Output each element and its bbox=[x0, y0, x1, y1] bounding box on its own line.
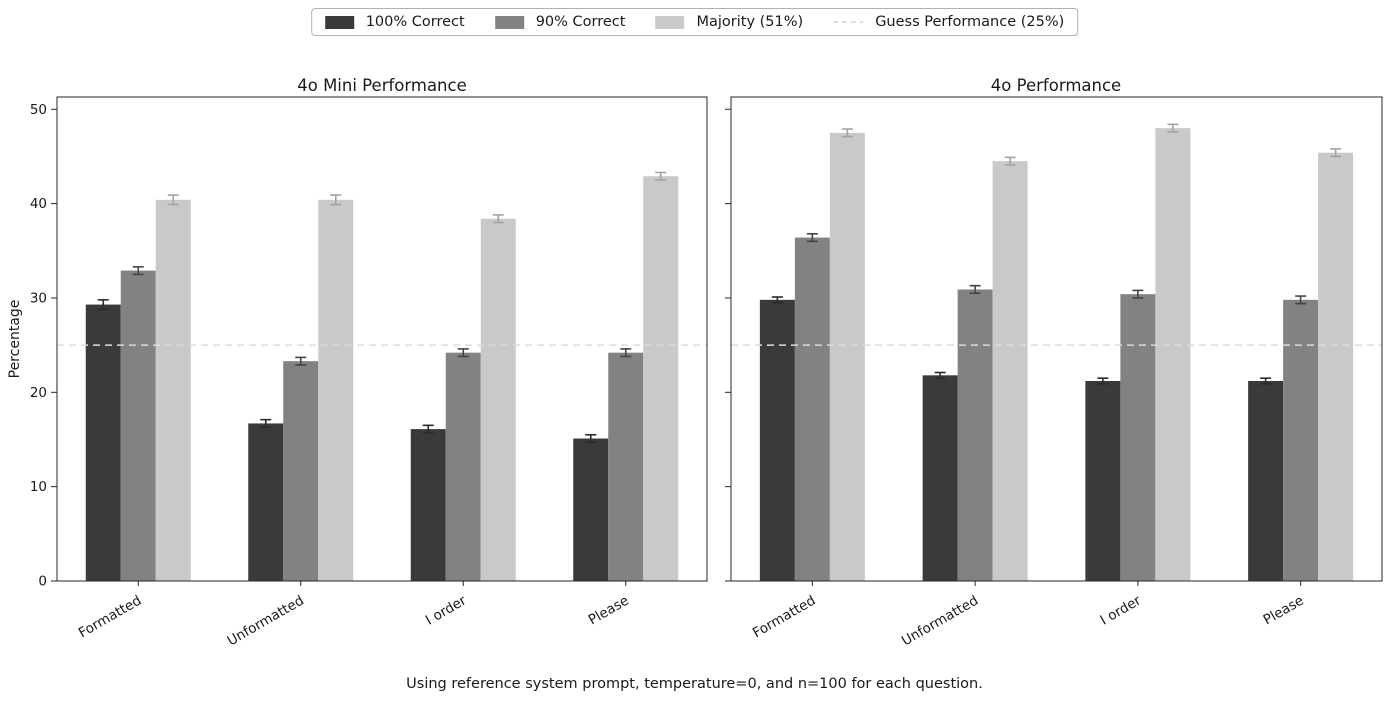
bar bbox=[85, 304, 121, 581]
bar bbox=[480, 218, 516, 582]
bar bbox=[573, 438, 609, 581]
x-tick-label: Please bbox=[1261, 593, 1307, 629]
x-tick-label: Please bbox=[586, 593, 632, 629]
legend-label-guess-performance: Guess Performance (25%) bbox=[875, 14, 1065, 30]
bar bbox=[759, 299, 795, 581]
bar bbox=[829, 132, 865, 581]
legend-swatch-100-correct-icon bbox=[324, 15, 354, 29]
bar bbox=[283, 361, 319, 581]
y-tick-label: 20 bbox=[30, 385, 47, 401]
chart-4o-mini: 4o Mini Performance Percentage Formatted… bbox=[7, 77, 708, 650]
legend-item-90-correct: 90% Correct bbox=[494, 14, 626, 30]
bar bbox=[1283, 299, 1319, 581]
legend-dashed-line-icon bbox=[833, 21, 864, 23]
plot-frame bbox=[56, 96, 708, 582]
x-tick-label: Formatted bbox=[76, 593, 144, 642]
y-tick-label: 10 bbox=[30, 479, 47, 495]
chart-4o: 4o Performance Formatted Unformatted I ord… bbox=[725, 77, 1383, 650]
x-tick-label: Formatted bbox=[750, 593, 818, 642]
bar bbox=[922, 375, 958, 581]
bar bbox=[1248, 380, 1284, 581]
y-axis-label: Percentage bbox=[7, 300, 23, 379]
legend-item-guess-performance: Guess Performance (25%) bbox=[833, 14, 1064, 30]
bar bbox=[318, 199, 354, 581]
bar bbox=[643, 176, 679, 581]
bar bbox=[1120, 294, 1156, 581]
bar bbox=[1318, 152, 1354, 581]
legend-label-100-correct: 100% Correct bbox=[365, 14, 465, 30]
y-tick-label: 40 bbox=[30, 196, 47, 212]
legend-item-majority: Majority (51%) bbox=[655, 14, 803, 30]
legend-swatch-90-correct-icon bbox=[494, 15, 524, 29]
bar bbox=[794, 237, 830, 581]
bar bbox=[120, 270, 156, 581]
bar bbox=[608, 352, 644, 581]
bar bbox=[992, 161, 1028, 581]
legend-item-100-correct: 100% Correct bbox=[324, 14, 465, 30]
bar bbox=[1155, 128, 1191, 581]
x-tick-label: Unformatted bbox=[225, 593, 307, 650]
caption: Using reference system prompt, temperatu… bbox=[406, 676, 983, 692]
legend-swatch-majority-icon bbox=[655, 15, 685, 29]
bar bbox=[248, 423, 284, 581]
y-tick-label: 30 bbox=[30, 290, 47, 306]
legend: 100% Correct 90% Correct Majority (51%) … bbox=[310, 8, 1079, 36]
bar bbox=[155, 199, 191, 581]
x-tick-label: I order bbox=[423, 592, 470, 628]
legend-label-90-correct: 90% Correct bbox=[535, 14, 626, 30]
y-tick-label: 50 bbox=[30, 102, 47, 118]
x-tick-label: I order bbox=[1098, 592, 1145, 628]
chart-title-4o: 4o Performance bbox=[991, 77, 1121, 95]
chart-title-4o-mini: 4o Mini Performance bbox=[297, 77, 467, 95]
legend-label-majority: Majority (51%) bbox=[696, 14, 804, 30]
x-tick-label: Unformatted bbox=[899, 593, 981, 650]
bar bbox=[957, 289, 993, 581]
plot-frame bbox=[730, 96, 1383, 582]
bar bbox=[410, 429, 446, 581]
bar bbox=[1085, 380, 1121, 581]
y-tick-label: 0 bbox=[38, 574, 47, 590]
bar bbox=[445, 352, 481, 581]
